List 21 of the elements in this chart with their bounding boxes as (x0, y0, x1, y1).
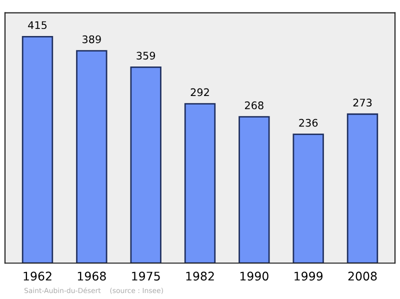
bar (346, 113, 378, 264)
bar (292, 134, 324, 264)
data-label: 359 (136, 52, 156, 60)
bar (238, 116, 270, 264)
x-tick-label: 2008 (348, 272, 377, 281)
x-tick-label: 1962 (24, 272, 52, 281)
data-label: 236 (299, 118, 318, 127)
data-label: 415 (28, 21, 47, 30)
x-tick-label: 1975 (132, 272, 160, 281)
bar (130, 66, 162, 264)
bar (22, 36, 54, 264)
x-tick-label: 1982 (186, 272, 214, 281)
data-label: 273 (353, 98, 372, 107)
data-label: 389 (82, 35, 101, 44)
x-tick-label: 1999 (294, 272, 323, 281)
bar (184, 103, 216, 264)
bar (76, 50, 108, 264)
x-tick-label: 1968 (78, 272, 106, 281)
data-label: 268 (244, 101, 264, 110)
data-label: 292 (190, 88, 209, 96)
x-tick-label: 1990 (240, 272, 268, 281)
